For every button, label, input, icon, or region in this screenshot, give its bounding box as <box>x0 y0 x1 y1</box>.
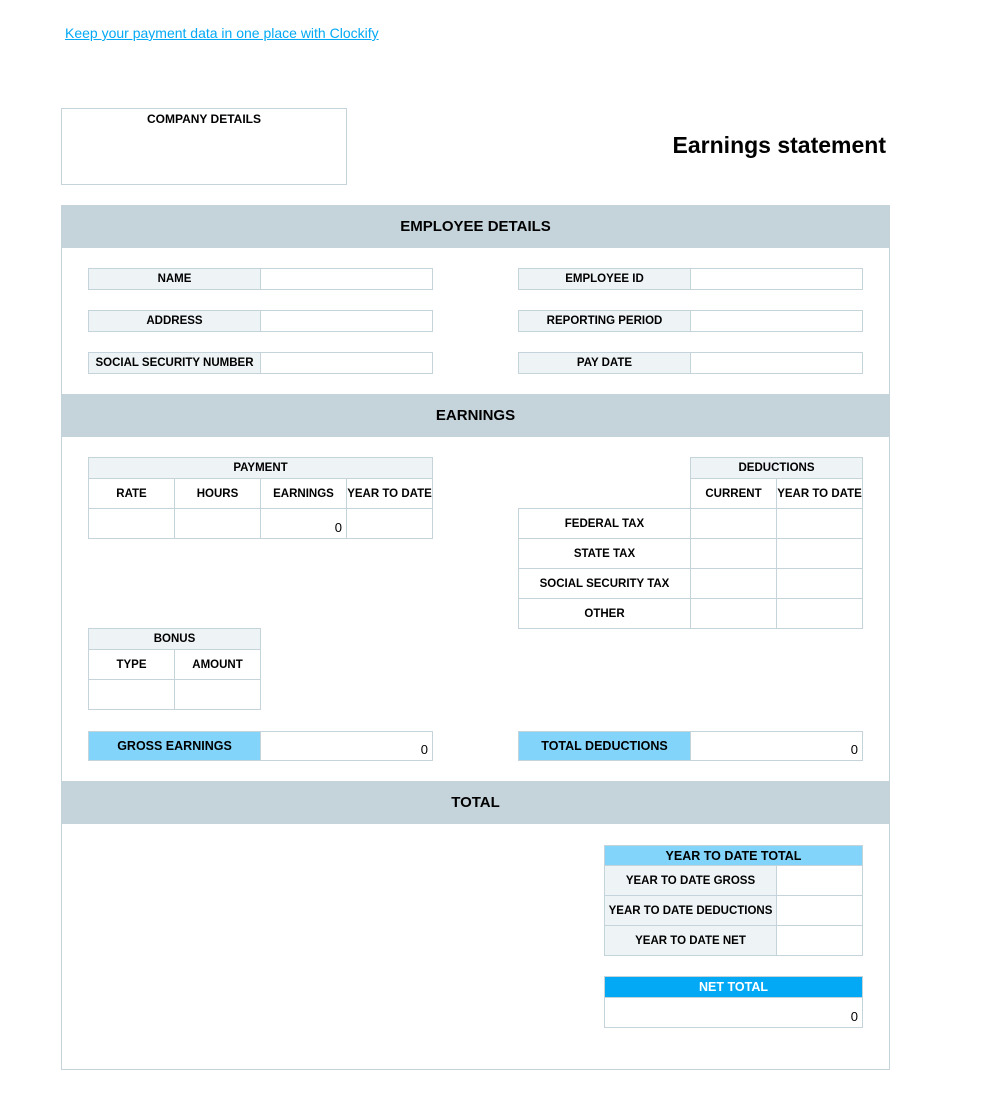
bonus-amount-cell[interactable] <box>174 679 261 710</box>
deduction-ytd-cell[interactable] <box>776 538 863 569</box>
deduction-current-cell[interactable] <box>690 568 777 599</box>
deductions-column-header: CURRENT <box>690 478 777 509</box>
deduction-label: OTHER <box>518 598 691 629</box>
ytd-label: YEAR TO DATE DEDUCTIONS <box>604 895 777 926</box>
payment-column-header: HOURS <box>174 478 261 509</box>
bonus-column-header: TYPE <box>88 649 175 680</box>
deduction-current-cell[interactable] <box>690 598 777 629</box>
ytd-value[interactable] <box>776 865 863 896</box>
total-heading: TOTAL <box>61 781 890 824</box>
payment-column-header: YEAR TO DATE <box>346 478 433 509</box>
deduction-ytd-cell[interactable] <box>776 508 863 539</box>
bonus-column-header: AMOUNT <box>174 649 261 680</box>
deductions-column-header: YEAR TO DATE <box>776 478 863 509</box>
payment-cell[interactable] <box>88 508 175 539</box>
field-input[interactable] <box>690 310 863 332</box>
payment-column-header: EARNINGS <box>260 478 347 509</box>
ytd-label: YEAR TO DATE GROSS <box>604 865 777 896</box>
field-label: ADDRESS <box>88 310 261 332</box>
deduction-ytd-cell[interactable] <box>776 568 863 599</box>
deduction-current-cell[interactable] <box>690 538 777 569</box>
gross-earnings-label: GROSS EARNINGS <box>88 731 261 761</box>
net-total-label: NET TOTAL <box>604 976 863 998</box>
page-title: Earnings statement <box>672 132 886 158</box>
field-label: REPORTING PERIOD <box>518 310 691 332</box>
employee-details-heading: EMPLOYEE DETAILS <box>61 205 890 248</box>
payment-cell[interactable]: 0 <box>260 508 347 539</box>
payment-cell[interactable] <box>174 508 261 539</box>
deduction-ytd-cell[interactable] <box>776 598 863 629</box>
field-input[interactable] <box>690 268 863 290</box>
ytd-value[interactable] <box>776 925 863 956</box>
ytd-value[interactable] <box>776 895 863 926</box>
bonus-title: BONUS <box>88 628 261 650</box>
field-input[interactable] <box>690 352 863 374</box>
deduction-label: SOCIAL SECURITY TAX <box>518 568 691 599</box>
deduction-label: STATE TAX <box>518 538 691 569</box>
field-label: PAY DATE <box>518 352 691 374</box>
field-input[interactable] <box>260 268 433 290</box>
bonus-type-cell[interactable] <box>88 679 175 710</box>
field-label: EMPLOYEE ID <box>518 268 691 290</box>
net-total-value: 0 <box>604 997 863 1028</box>
payment-cell[interactable] <box>346 508 433 539</box>
ytd-label: YEAR TO DATE NET <box>604 925 777 956</box>
payment-column-header: RATE <box>88 478 175 509</box>
field-input[interactable] <box>260 310 433 332</box>
field-label: NAME <box>88 268 261 290</box>
field-input[interactable] <box>260 352 433 374</box>
payment-title: PAYMENT <box>88 457 433 479</box>
ytd-total-title: YEAR TO DATE TOTAL <box>604 845 863 866</box>
deduction-current-cell[interactable] <box>690 508 777 539</box>
earnings-heading: EARNINGS <box>61 394 890 437</box>
company-details-title: COMPANY DETAILS <box>146 112 261 126</box>
clockify-link[interactable]: Keep your payment data in one place with… <box>65 25 379 41</box>
deduction-label: FEDERAL TAX <box>518 508 691 539</box>
total-deductions-label: TOTAL DEDUCTIONS <box>518 731 691 761</box>
total-deductions-value: 0 <box>690 731 863 761</box>
deductions-title: DEDUCTIONS <box>690 457 863 479</box>
gross-earnings-value: 0 <box>260 731 433 761</box>
company-details-box[interactable] <box>61 108 347 185</box>
field-label: SOCIAL SECURITY NUMBER <box>88 352 261 374</box>
